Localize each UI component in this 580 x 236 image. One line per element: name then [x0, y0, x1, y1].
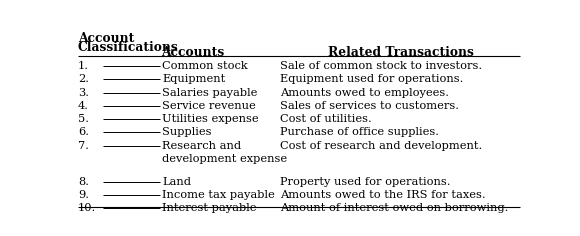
Text: Account: Account	[78, 32, 134, 45]
Text: Salaries payable: Salaries payable	[162, 88, 258, 97]
Text: Income tax payable: Income tax payable	[162, 190, 275, 200]
Text: Amount of interest owed on borrowing.: Amount of interest owed on borrowing.	[280, 203, 509, 213]
Text: 7.: 7.	[78, 141, 89, 151]
Text: Research and
development expense: Research and development expense	[162, 141, 288, 164]
Text: Purchase of office supplies.: Purchase of office supplies.	[280, 127, 439, 137]
Text: Related Transactions: Related Transactions	[328, 46, 474, 59]
Text: Land: Land	[162, 177, 191, 187]
Text: Equipment: Equipment	[162, 74, 226, 84]
Text: Sales of services to customers.: Sales of services to customers.	[280, 101, 459, 111]
Text: Equipment used for operations.: Equipment used for operations.	[280, 74, 463, 84]
Text: Amounts owed to employees.: Amounts owed to employees.	[280, 88, 449, 97]
Text: Classifications: Classifications	[78, 41, 179, 54]
Text: 1.: 1.	[78, 61, 89, 71]
Text: Common stock: Common stock	[162, 61, 248, 71]
Text: Service revenue: Service revenue	[162, 101, 256, 111]
Text: Cost of utilities.: Cost of utilities.	[280, 114, 372, 124]
Text: 4.: 4.	[78, 101, 89, 111]
Text: Accounts: Accounts	[161, 46, 224, 59]
Text: Interest payable: Interest payable	[162, 203, 257, 213]
Text: 9.: 9.	[78, 190, 89, 200]
Text: Supplies: Supplies	[162, 127, 212, 137]
Text: 6.: 6.	[78, 127, 89, 137]
Text: Utilities expense: Utilities expense	[162, 114, 259, 124]
Text: 2.: 2.	[78, 74, 89, 84]
Text: 8.: 8.	[78, 177, 89, 187]
Text: 10.: 10.	[78, 203, 96, 213]
Text: Sale of common stock to investors.: Sale of common stock to investors.	[280, 61, 483, 71]
Text: Property used for operations.: Property used for operations.	[280, 177, 451, 187]
Text: 3.: 3.	[78, 88, 89, 97]
Text: Cost of research and development.: Cost of research and development.	[280, 141, 483, 151]
Text: Amounts owed to the IRS for taxes.: Amounts owed to the IRS for taxes.	[280, 190, 486, 200]
Text: 5.: 5.	[78, 114, 89, 124]
